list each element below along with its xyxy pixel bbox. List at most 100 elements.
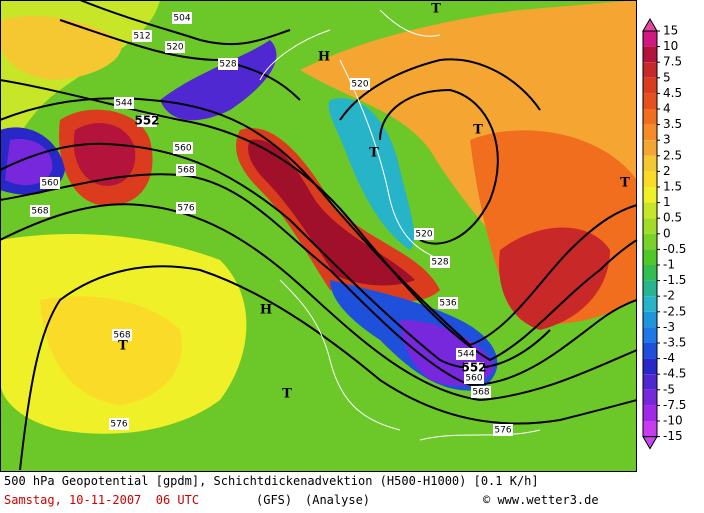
colorbar-label: -3 bbox=[663, 320, 675, 334]
colorbar-label: -7.5 bbox=[663, 398, 686, 412]
contour-label: 512 bbox=[133, 32, 150, 42]
colorbar-label: 2 bbox=[663, 164, 671, 178]
colorbar-band bbox=[643, 280, 657, 297]
colorbar-label: -1 bbox=[663, 258, 675, 272]
colorbar-label: -0.5 bbox=[663, 242, 686, 256]
contour-label: 568 bbox=[472, 388, 489, 398]
pressure-center: T bbox=[118, 339, 128, 354]
contour-label-bg bbox=[350, 78, 370, 90]
contour-label-bg bbox=[471, 386, 491, 398]
contour-label-bg bbox=[30, 205, 50, 217]
contour-label: 576 bbox=[110, 420, 127, 430]
contour-label: 568 bbox=[113, 331, 130, 341]
contour-label-bg bbox=[464, 362, 484, 374]
colorbar-band bbox=[643, 311, 657, 328]
contour-label: 544 bbox=[115, 99, 132, 109]
footer-run: (Analyse) bbox=[305, 493, 371, 507]
colorbar-band bbox=[643, 405, 657, 421]
colorbar-label: 4 bbox=[663, 102, 671, 116]
colorbar-band bbox=[643, 171, 657, 187]
map-labels: 5045125205285445525605685765605685205205… bbox=[30, 2, 630, 436]
contour-label-bg bbox=[114, 97, 134, 109]
contour-label: 560 bbox=[41, 179, 58, 189]
contour-label-bg bbox=[176, 202, 196, 214]
pressure-center: T bbox=[473, 123, 483, 138]
colorbar-label: 3.5 bbox=[663, 117, 682, 131]
contour-label: 520 bbox=[166, 43, 183, 53]
colorbar-band bbox=[643, 327, 657, 343]
contour-label: 560 bbox=[465, 374, 482, 384]
contour-label: 528 bbox=[431, 258, 448, 268]
contour-label-bg bbox=[493, 424, 513, 436]
weather-map: 5045125205285445525605685765605685205205… bbox=[0, 0, 686, 472]
contour-label-bg bbox=[112, 329, 132, 341]
contour-label: 576 bbox=[177, 204, 194, 214]
footer-date: Samstag, 10-11-2007 06 UTC bbox=[4, 493, 200, 507]
colorbar-label: -10 bbox=[663, 414, 683, 428]
colorbar-top bbox=[642, 18, 658, 32]
contour-label-bg bbox=[137, 115, 157, 127]
contour-label-bg bbox=[176, 164, 196, 176]
contour-label: 576 bbox=[494, 426, 511, 436]
coastlines bbox=[259, 9, 541, 441]
colorbar-band bbox=[643, 140, 657, 156]
contour-label-bg bbox=[173, 142, 193, 154]
advection-field bbox=[0, 0, 637, 434]
colorbar-label: -4.5 bbox=[663, 367, 686, 381]
colorbar-band bbox=[643, 233, 657, 250]
colorbar-label: 1.5 bbox=[663, 180, 682, 194]
map-frame bbox=[0, 0, 637, 472]
contour-label-bg bbox=[456, 348, 476, 360]
colorbar-label: -2 bbox=[663, 289, 675, 303]
contour-label-bg bbox=[165, 41, 185, 53]
colorbar-band bbox=[643, 155, 657, 172]
colorbar-band bbox=[643, 31, 657, 47]
colorbar-band bbox=[643, 93, 657, 109]
footer-model: (GFS) bbox=[256, 493, 293, 507]
contour-label: 568 bbox=[177, 166, 194, 176]
colorbar-band bbox=[643, 296, 657, 312]
contour-label: 520 bbox=[351, 80, 368, 90]
contour-label-bg bbox=[172, 12, 192, 24]
contour-label-bg bbox=[430, 256, 450, 268]
contour-label: 544 bbox=[457, 350, 474, 360]
contour-label-bg bbox=[414, 228, 434, 240]
pressure-center: T bbox=[431, 2, 441, 17]
colorbar-label: 10 bbox=[663, 39, 678, 53]
colorbar-label: 15 bbox=[663, 24, 678, 38]
colorbar-bottom bbox=[642, 436, 658, 450]
contour-label: 536 bbox=[439, 299, 456, 309]
contour-label-bg bbox=[40, 177, 60, 189]
colorbar-band bbox=[643, 265, 657, 281]
footer-description: 500 hPa Geopotential [gpdm], Schichtdick… bbox=[4, 474, 539, 488]
colorbar-label: -3.5 bbox=[663, 336, 686, 350]
colorbar-band bbox=[643, 77, 657, 94]
colorbar-band bbox=[643, 249, 657, 265]
colorbar-band bbox=[643, 389, 657, 406]
contour-label-bg bbox=[218, 58, 238, 70]
colorbar-band bbox=[643, 109, 657, 125]
colorbar-label: 7.5 bbox=[663, 55, 682, 69]
colorbar-label: -1.5 bbox=[663, 273, 686, 287]
footer-copyright: © www.wetter3.de bbox=[483, 493, 599, 507]
colorbar-band bbox=[643, 343, 657, 359]
colorbar-band bbox=[643, 202, 657, 219]
contour-label: 504 bbox=[173, 14, 190, 24]
colorbar-label: 0.5 bbox=[663, 211, 682, 225]
colorbar-label: 5 bbox=[663, 70, 671, 84]
pressure-center: T bbox=[620, 176, 630, 191]
colorbar-band bbox=[643, 62, 657, 78]
colorbar-band bbox=[643, 358, 657, 375]
colorbar-label: 4.5 bbox=[663, 86, 682, 100]
colorbar-label: -5 bbox=[663, 382, 675, 396]
colorbar-label: -15 bbox=[663, 429, 683, 443]
colorbar-band bbox=[643, 187, 657, 203]
contour-label: 568 bbox=[31, 207, 48, 217]
colorbar-band bbox=[643, 218, 657, 234]
contour-label-bg bbox=[109, 418, 129, 430]
colorbar-label: -4 bbox=[663, 351, 675, 365]
pressure-center: T bbox=[282, 387, 292, 402]
contour-label-bg bbox=[132, 30, 152, 42]
contour-label: 520 bbox=[415, 230, 432, 240]
